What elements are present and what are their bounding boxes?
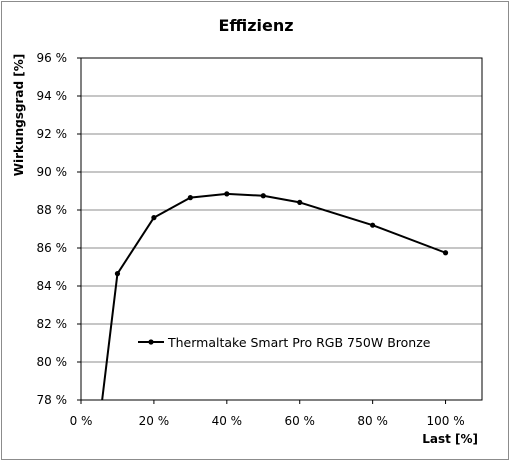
y-tick-label: 80 % — [37, 355, 68, 369]
y-tick-label: 96 % — [37, 51, 68, 65]
data-point — [370, 222, 376, 228]
y-axis-ticks: 78 % 80 % 82 % 84 % 86 % 88 % 90 % 92 % 94 % 96 % — [37, 51, 81, 407]
x-tick-label: 80 % — [357, 414, 388, 428]
series-line — [101, 192, 446, 401]
y-tick-label: 82 % — [37, 317, 68, 331]
data-point — [297, 199, 303, 205]
y-axis-title: Wirkungsgrad [%] — [12, 54, 26, 176]
x-tick-label: 100 % — [426, 414, 464, 428]
series-layer — [101, 191, 449, 401]
x-axis-title: Last [%] — [422, 432, 478, 446]
legend: Thermaltake Smart Pro RGB 750W Bronze — [138, 335, 431, 350]
data-point — [260, 193, 266, 199]
y-tick-label: 86 % — [37, 241, 68, 255]
data-point — [114, 271, 121, 277]
x-tick-label: 20 % — [139, 414, 170, 428]
chart-title: Effizienz — [218, 16, 293, 35]
y-tick-label: 90 % — [37, 165, 68, 179]
legend-label: Thermaltake Smart Pro RGB 750W Bronze — [167, 335, 431, 350]
data-point — [224, 191, 230, 197]
y-tick-label: 78 % — [37, 393, 68, 407]
data-point — [442, 250, 449, 256]
x-tick-label: 40 % — [212, 414, 243, 428]
y-tick-label: 84 % — [37, 279, 68, 293]
legend-marker — [148, 339, 154, 345]
y-tick-label: 92 % — [37, 127, 68, 141]
x-tick-label: 0 % — [70, 414, 93, 428]
y-tick-label: 88 % — [37, 203, 68, 217]
data-point — [187, 195, 193, 201]
y-tick-label: 94 % — [37, 89, 68, 103]
x-tick-label: 60 % — [284, 414, 315, 428]
x-axis-ticks: 0 % 20 % 40 % 60 % 80 % 100 % — [70, 400, 465, 428]
data-point — [151, 215, 157, 221]
plot-area — [80, 57, 483, 401]
gridlines — [81, 95, 482, 363]
